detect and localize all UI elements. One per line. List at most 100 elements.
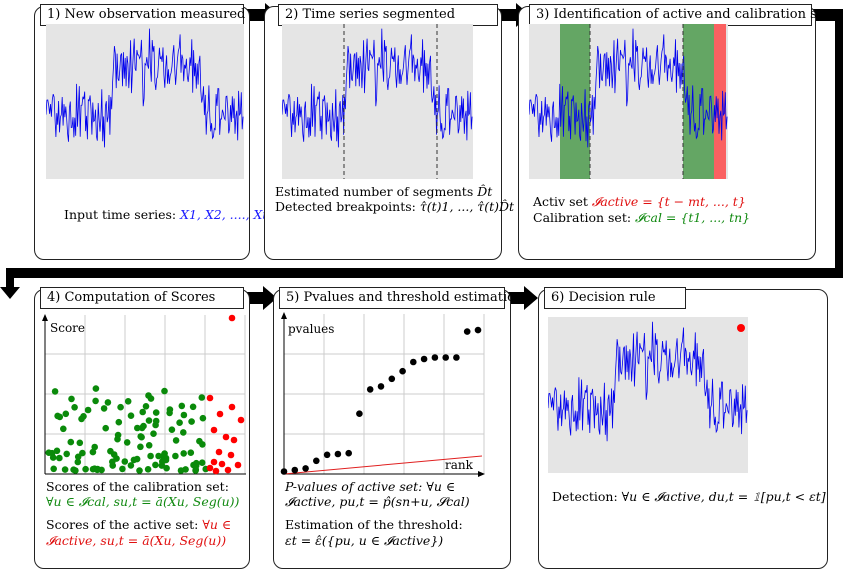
time-series-line <box>529 28 728 148</box>
step-6-line-1: Detection: ∀u ∈ 𝓘active, du,t = 𝟙[pu,t <… <box>552 489 826 504</box>
step-2-line-2: Detected breakpoints: τ̂(t)1, ..., τ̂(t)… <box>275 199 514 214</box>
rank-axis-label: rank <box>445 458 474 472</box>
pvalue-dot <box>323 451 331 459</box>
step-5-line-1-formula: ∀u ∈ <box>426 479 456 494</box>
pvalues-axis-label: pvalues <box>288 322 334 336</box>
calibration-score-dot <box>71 404 78 411</box>
step-1-plot <box>46 24 244 179</box>
calibration-score-dot <box>113 455 120 462</box>
active-score-dot <box>228 314 236 322</box>
pvalue-dot <box>388 375 396 383</box>
calibration-score-dot <box>176 419 183 426</box>
step-1-line-1: Input time series: X1, X2, ...., Xt <box>64 207 267 222</box>
calibration-score-dot <box>56 413 64 421</box>
threshold-line <box>283 455 483 475</box>
step-3-title: 3) Identification of active and calibrat… <box>529 4 836 26</box>
calibration-score-dot <box>166 406 174 413</box>
calibration-score-dot <box>76 439 84 447</box>
detected-anomaly-dot <box>737 324 745 332</box>
calibration-score-dot <box>92 397 99 405</box>
step-2-line-1: Estimated number of segments D̂t <box>275 184 492 199</box>
calibration-score-dot <box>180 411 188 419</box>
calibration-score-dot <box>74 458 82 466</box>
step-2-line-2-formula: τ̂(t)1, ..., τ̂(t)D̂t <box>419 199 515 214</box>
step-5-line-1-prefix: P-values of active set: <box>285 479 427 494</box>
calibration-score-dot <box>162 454 170 462</box>
step-5-line-1: P-values of active set: ∀u ∈ <box>285 479 455 494</box>
active-region <box>714 24 726 179</box>
calibration-score-dot <box>140 422 147 430</box>
calibration-score-dot <box>104 399 112 406</box>
arrow-3-4-wrap <box>0 9 843 299</box>
score-axis-label: Score <box>50 321 85 335</box>
step-3-line-2: Calibration set: 𝓘cal = {t1, ..., tn} <box>533 210 750 225</box>
step-2-line-2-prefix: Detected breakpoints: <box>275 199 420 214</box>
step-2-plot <box>282 24 473 179</box>
calibration-score-dot <box>172 452 179 460</box>
pvalue-dot <box>474 326 482 334</box>
calibration-score-dot <box>123 439 131 446</box>
step-3-line-2-formula: 𝓘cal = {t1, ..., tn} <box>635 210 751 225</box>
step-4-line-3: Scores of the active set: ∀u ∈ <box>46 517 231 532</box>
calibration-score-dot <box>136 467 143 474</box>
step-3-line-1-formula: 𝓘active = {t − mt, ..., t} <box>591 194 746 209</box>
step-6-line-1-formula: ∀u ∈ 𝓘active, du,t = 𝟙[pu,t < εt] <box>621 489 826 504</box>
step-4-scores-plot: Score <box>42 314 246 475</box>
pvalue-dot <box>442 354 449 361</box>
y-axis-arrowhead <box>281 312 287 319</box>
step-4-line-3-formula: ∀u ∈ <box>202 517 232 532</box>
step-1-line-1-prefix: Input time series: <box>64 207 181 222</box>
pvalue-dot <box>302 465 309 472</box>
calibration-score-dot <box>121 458 129 465</box>
calibration-score-dot <box>144 466 152 473</box>
calibration-score-dot <box>172 437 180 444</box>
calibration-score-dot <box>189 403 197 411</box>
active-score-dot <box>237 416 245 424</box>
pvalue-dot <box>410 358 417 366</box>
calibration-score-dot <box>89 448 97 456</box>
step-5-line-3: Estimation of the threshold: <box>285 517 463 532</box>
pvalue-dot <box>366 386 374 393</box>
calibration-score-dot <box>62 410 70 418</box>
calibration-score-dot <box>137 433 144 440</box>
calibration-score-dot <box>133 455 141 463</box>
calibration-score-dot <box>152 461 159 469</box>
active-score-dot <box>210 458 218 466</box>
calibration-score-dot <box>182 466 189 473</box>
calibration-score-dot <box>79 449 86 457</box>
active-score-dot <box>228 403 236 411</box>
x-axis-arrowhead <box>478 471 485 477</box>
step-6-line-1-prefix: Detection: <box>552 489 622 504</box>
calibration-score-dot <box>152 421 159 429</box>
calibration-score-dot <box>72 467 79 474</box>
calibration-score-dot <box>115 418 123 426</box>
calibration-score-dot <box>92 385 100 392</box>
calibration-score-dot <box>84 406 92 414</box>
step-5-line-2: 𝓘active, pu,t = p̂(sn+u, 𝓢cal) <box>285 494 470 509</box>
step-6-title: 6) Decision rule <box>544 287 686 309</box>
active-score-dot <box>224 466 232 474</box>
calibration-score-dot <box>91 443 98 451</box>
step-3-line-1: Activ set 𝓘active = {t − mt, ..., t} <box>533 194 746 209</box>
calibration-score-dot <box>134 424 141 432</box>
time-series-line <box>46 28 244 148</box>
step-2-line-1-prefix: Estimated number of segments <box>275 184 478 199</box>
step-5-line-4: εt = ε̂({pu, u ∈ 𝓘active}) <box>285 533 444 548</box>
calibration-score-dot <box>137 443 144 451</box>
active-score-dot <box>212 467 220 475</box>
calibration-score-dot <box>51 388 59 395</box>
calibration-score-dot <box>56 454 63 462</box>
step-4-line-4: 𝓘active, su,t = ā(Xu, Seg(u)) <box>46 533 227 548</box>
calibration-score-dot <box>199 414 207 422</box>
step-5-pvalues-plot: pvalues rank <box>280 312 485 477</box>
calibration-score-dot <box>147 452 154 460</box>
active-score-dot <box>222 433 230 441</box>
active-score-dot <box>227 451 235 459</box>
step-3-line-2-prefix: Calibration set: <box>533 210 636 225</box>
step-3-plot <box>529 24 728 179</box>
pvalue-dot <box>431 354 439 361</box>
step-4-line-1: Scores of the calibration set: <box>46 479 229 494</box>
step-1-line-1-formula: X1, X2, ...., Xt <box>180 207 268 222</box>
calibration-score-dot <box>188 418 195 425</box>
calibration-score-dot <box>150 430 157 437</box>
